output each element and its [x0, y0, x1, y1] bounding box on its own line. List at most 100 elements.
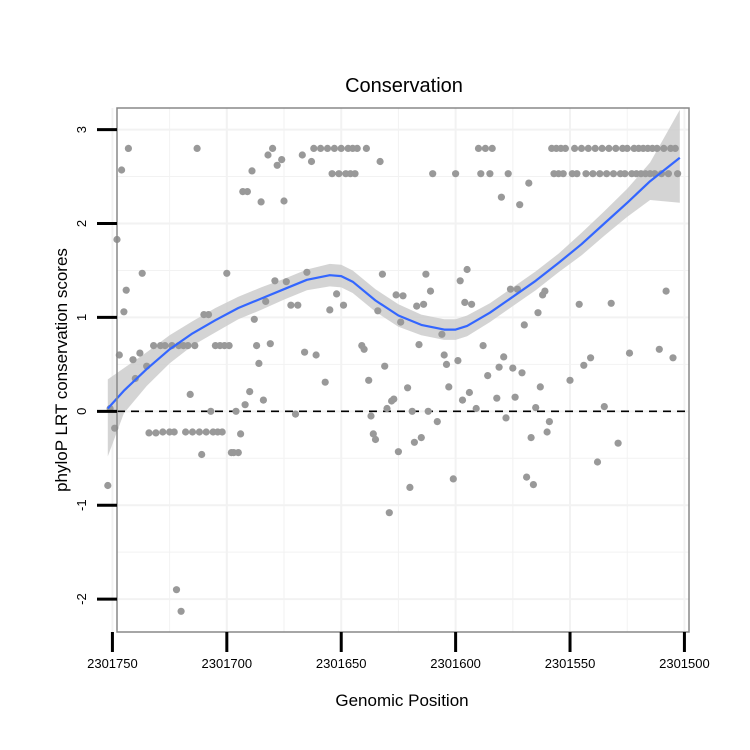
y-axis-label: phyloP LRT conservation scores [52, 248, 71, 492]
smooth-fit-line [106, 156, 681, 410]
data-point [390, 395, 398, 403]
data-point [371, 435, 380, 444]
data-point [454, 357, 462, 365]
data-point [182, 428, 190, 436]
data-point [397, 318, 405, 326]
chart-title: Conservation [345, 75, 463, 97]
confidence-band [107, 109, 680, 457]
data-point [495, 363, 503, 371]
data-point [360, 345, 368, 353]
data-point [671, 144, 679, 152]
data-point [225, 342, 233, 350]
data-point [326, 306, 334, 314]
data-point [566, 376, 574, 384]
data-point [145, 429, 153, 437]
data-point [584, 144, 592, 152]
data-point [202, 428, 210, 436]
data-point [653, 144, 661, 152]
data-point [479, 342, 487, 350]
data-point [577, 144, 586, 152]
data-point [394, 448, 402, 456]
data-point [438, 330, 446, 338]
data-point [486, 170, 494, 178]
data-point [188, 428, 197, 436]
data-point [511, 393, 519, 401]
data-point [458, 396, 467, 404]
data-point [303, 268, 311, 276]
data-point [129, 356, 137, 364]
data-point [415, 341, 423, 349]
data-point [605, 144, 613, 152]
data-point [138, 269, 146, 277]
data-point [582, 170, 590, 178]
data-point [269, 144, 277, 152]
data-point [246, 388, 254, 396]
data-point [536, 383, 544, 391]
data-point [328, 170, 336, 178]
data-point [603, 170, 611, 178]
x-tick-label: 2301650 [316, 656, 367, 671]
data-point [593, 458, 602, 466]
data-point [587, 354, 595, 362]
x-tick-label: 2301750 [87, 656, 138, 671]
data-point [159, 428, 167, 436]
data-point [474, 144, 483, 152]
x-tick-label: 2301700 [202, 656, 253, 671]
data-point [596, 170, 604, 178]
data-point [573, 170, 581, 178]
data-point [266, 340, 274, 348]
data-point [525, 179, 533, 187]
data-point [278, 156, 286, 164]
y-tick-label: 2 [74, 220, 89, 227]
data-point [502, 414, 510, 422]
data-point [301, 348, 309, 356]
y-tick-label: 3 [74, 126, 89, 133]
data-point [122, 286, 130, 294]
data-point [481, 144, 489, 152]
data-point [195, 428, 203, 436]
data-point [561, 144, 570, 152]
data-point [353, 144, 361, 152]
data-point [287, 301, 295, 309]
data-point [488, 144, 496, 152]
data-point [150, 342, 158, 350]
data-point [362, 144, 370, 152]
data-point [248, 167, 256, 175]
data-point [241, 401, 249, 409]
data-point [264, 151, 272, 159]
data-point [541, 287, 549, 295]
data-point [218, 428, 226, 436]
data-point [335, 170, 343, 178]
data-point [500, 353, 508, 361]
data-point [527, 434, 535, 442]
data-point [120, 308, 128, 316]
data-point [234, 449, 242, 457]
data-point [378, 270, 386, 278]
data-point [523, 473, 531, 481]
data-point [621, 170, 629, 178]
data-point [497, 193, 505, 201]
data-point [170, 428, 178, 436]
data-point [294, 301, 302, 309]
data-point [177, 607, 185, 615]
data-point [193, 144, 201, 152]
data-point [614, 439, 622, 447]
x-tick-label: 2301550 [545, 656, 596, 671]
data-point [207, 407, 215, 415]
data-point [257, 198, 265, 206]
data-point [420, 300, 428, 308]
data-point [351, 170, 359, 178]
data-point [312, 351, 320, 359]
y-tick-label: 1 [74, 314, 89, 321]
y-tick-label: 0 [74, 408, 89, 415]
data-point [223, 269, 231, 277]
data-point [442, 360, 451, 368]
data-point [465, 388, 473, 397]
data-point [669, 354, 677, 362]
data-point [410, 438, 418, 446]
data-point [321, 378, 329, 386]
data-point [152, 429, 160, 437]
data-point [191, 342, 199, 350]
data-point [461, 298, 469, 306]
